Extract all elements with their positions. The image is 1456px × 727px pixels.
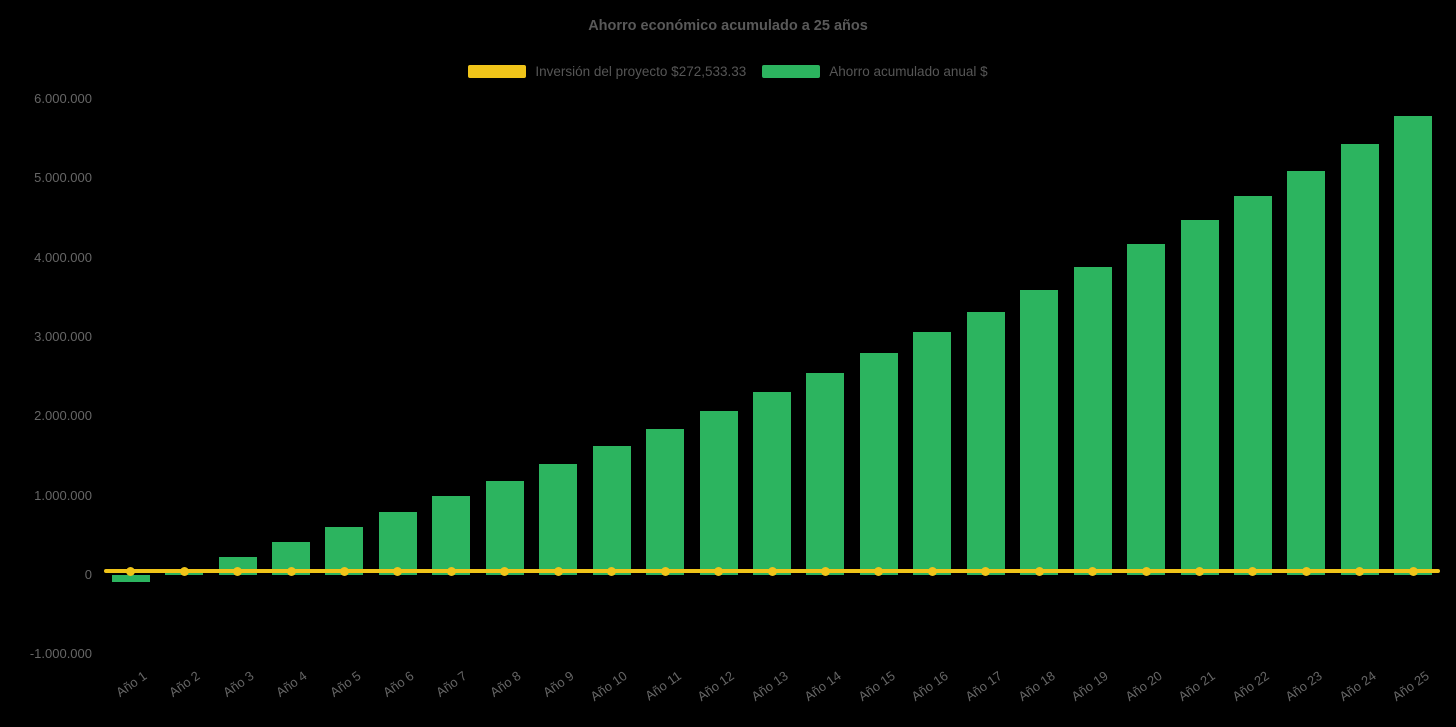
- chart-title: Ahorro económico acumulado a 25 años: [588, 18, 868, 34]
- x-axis-label: Año 16: [908, 668, 951, 704]
- bar-ano-11[interactable]: [646, 429, 685, 575]
- y-axis-label: 0: [84, 567, 92, 582]
- bar-ano-24[interactable]: [1340, 144, 1379, 575]
- legend: Inversión del proyecto $272,533.33 Ahorr…: [0, 64, 1456, 79]
- line-point-ano-3[interactable]: [233, 566, 243, 576]
- y-axis-label: 5.000.000: [34, 170, 92, 186]
- bar-ano-22[interactable]: [1233, 195, 1272, 575]
- line-point-ano-1[interactable]: [126, 566, 136, 576]
- line-point-ano-10[interactable]: [607, 566, 617, 576]
- line-point-ano-25[interactable]: [1408, 566, 1418, 576]
- bar-ano-1[interactable]: [111, 575, 150, 583]
- x-axis-label: Año 8: [486, 668, 524, 700]
- line-point-ano-16[interactable]: [927, 566, 937, 576]
- bar-ano-17[interactable]: [966, 311, 1005, 575]
- legend-item-investment[interactable]: Inversión del proyecto $272,533.33: [468, 64, 746, 79]
- x-axis-label: Año 23: [1282, 668, 1326, 704]
- x-axis-label: Año 20: [1122, 668, 1165, 704]
- bar-ano-8[interactable]: [485, 480, 524, 575]
- y-axis-label: 6.000.000: [34, 91, 92, 106]
- line-point-ano-13[interactable]: [767, 566, 777, 576]
- legend-label-investment: Inversión del proyecto $272,533.33: [535, 64, 747, 79]
- x-axis-label: Año 2: [166, 668, 203, 700]
- bar-ano-12[interactable]: [699, 410, 738, 575]
- y-axis-label: -1.000.000: [29, 646, 92, 662]
- bar-ano-6[interactable]: [378, 512, 417, 575]
- x-axis-label: Año 4: [273, 668, 310, 700]
- x-axis-label: Año 21: [1175, 668, 1219, 704]
- line-point-ano-5[interactable]: [339, 566, 349, 576]
- bar-ano-18[interactable]: [1020, 290, 1059, 575]
- y-axis-label: 4.000.000: [34, 249, 92, 265]
- x-axis-label: Año 14: [801, 668, 845, 704]
- line-point-ano-2[interactable]: [179, 566, 189, 576]
- bar-ano-16[interactable]: [913, 332, 952, 575]
- x-axis-label: Año 19: [1068, 668, 1112, 704]
- line-point-ano-24[interactable]: [1355, 566, 1365, 576]
- bar-ano-10[interactable]: [592, 446, 631, 575]
- x-axis-label: Año 9: [540, 668, 577, 700]
- line-point-ano-14[interactable]: [820, 566, 830, 576]
- line-point-ano-21[interactable]: [1195, 566, 1205, 576]
- bar-ano-23[interactable]: [1287, 171, 1326, 575]
- x-axis-label: Año 7: [433, 668, 470, 700]
- y-axis-label: 1.000.000: [34, 487, 92, 503]
- bar-ano-19[interactable]: [1073, 267, 1112, 575]
- line-point-ano-22[interactable]: [1248, 566, 1258, 576]
- x-axis-label: Año 25: [1389, 668, 1432, 704]
- bar-ano-25[interactable]: [1394, 116, 1433, 575]
- x-axis-label: Año 24: [1336, 668, 1379, 704]
- bar-ano-21[interactable]: [1180, 220, 1219, 575]
- x-axis-label: Año 13: [748, 668, 791, 704]
- x-axis-label: Año 6: [380, 668, 417, 700]
- x-axis-label: Año 11: [642, 668, 684, 704]
- bar-ano-15[interactable]: [859, 352, 898, 575]
- x-axis-label: Año 5: [326, 668, 364, 700]
- x-axis-label: Año 15: [855, 668, 898, 704]
- bar-ano-14[interactable]: [806, 372, 845, 575]
- line-point-ano-17[interactable]: [981, 566, 991, 576]
- line-point-ano-12[interactable]: [714, 566, 724, 576]
- line-point-ano-23[interactable]: [1301, 566, 1311, 576]
- line-point-ano-4[interactable]: [286, 566, 296, 576]
- bar-ano-13[interactable]: [753, 391, 791, 575]
- bar-ano-7[interactable]: [432, 496, 471, 575]
- line-point-ano-18[interactable]: [1034, 566, 1044, 576]
- line-point-ano-11[interactable]: [660, 566, 670, 576]
- y-axis-label: 3.000.000: [34, 329, 92, 344]
- x-axis-label: Año 10: [587, 668, 631, 704]
- legend-label-savings: Ahorro acumulado anual $: [829, 64, 988, 79]
- bar-ano-9[interactable]: [539, 463, 578, 575]
- line-point-ano-9[interactable]: [553, 566, 563, 576]
- x-axis-label: Año 3: [219, 668, 257, 700]
- legend-item-savings[interactable]: Ahorro acumulado anual $: [762, 64, 988, 79]
- line-point-ano-15[interactable]: [874, 566, 884, 576]
- x-axis-label: Año 18: [1015, 668, 1058, 704]
- line-point-ano-20[interactable]: [1141, 566, 1151, 576]
- x-axis-label: Año 12: [694, 668, 738, 704]
- x-axis-label: Año 17: [962, 668, 1005, 704]
- x-axis-label: Año 22: [1229, 668, 1272, 704]
- bar-ano-20[interactable]: [1127, 244, 1166, 575]
- line-point-ano-6[interactable]: [393, 566, 403, 576]
- legend-swatch-investment: [468, 65, 527, 78]
- line-point-ano-8[interactable]: [500, 566, 510, 576]
- legend-swatch-savings: [762, 65, 821, 78]
- y-axis-label: 2.000.000: [34, 408, 92, 424]
- line-point-ano-7[interactable]: [446, 566, 456, 576]
- x-axis-label: Año 1: [112, 668, 150, 700]
- line-point-ano-19[interactable]: [1088, 566, 1098, 576]
